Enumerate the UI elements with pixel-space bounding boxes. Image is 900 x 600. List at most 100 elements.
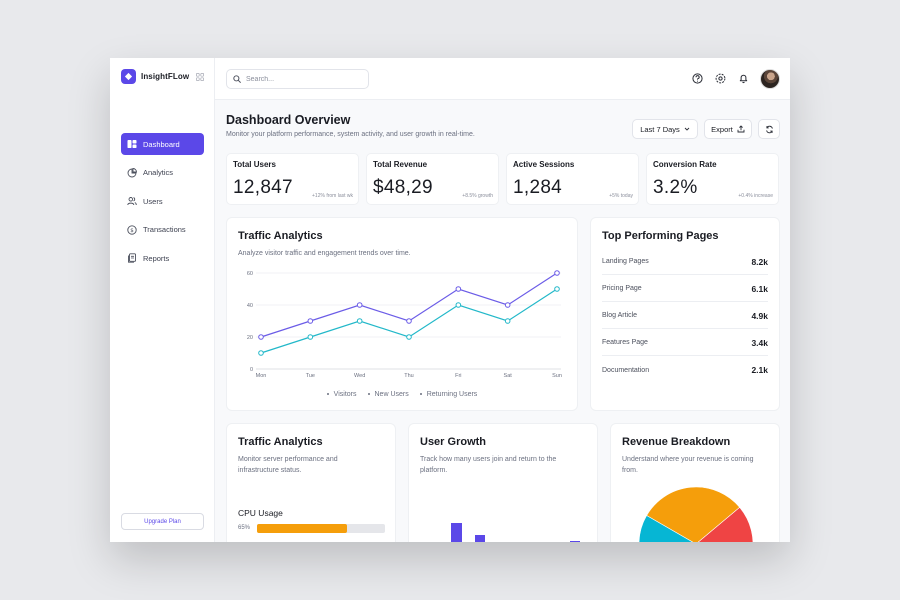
data-point — [554, 270, 560, 276]
sidebar-item-label: Transactions — [143, 225, 186, 234]
kpi-label: Active Sessions — [513, 160, 575, 169]
avatar[interactable] — [760, 69, 780, 89]
kpi-row: Total Users 12,847 +12% from last wk Tot… — [226, 153, 780, 205]
search-icon — [233, 75, 241, 83]
list-item[interactable]: Documentation 2.1k — [602, 357, 768, 383]
user-growth-bar-chart — [451, 523, 580, 542]
upgrade-plan-button[interactable]: Upgrade Plan — [121, 513, 204, 530]
page-title: Dashboard Overview — [226, 113, 351, 127]
server-status-panel: Traffic Analytics Monitor server perform… — [226, 423, 396, 542]
revenue-breakdown-panel: Revenue Breakdown Understand where your … — [610, 423, 780, 542]
document-icon — [128, 253, 136, 263]
data-point — [504, 302, 511, 308]
sidebar-item-reports[interactable]: Reports — [121, 247, 204, 269]
users-icon — [127, 197, 137, 206]
page-value: 8.2k — [751, 256, 768, 267]
app-window: InsightFLow Dashboard A — [110, 58, 790, 542]
page-value: 2.1k — [751, 365, 768, 375]
bar — [570, 541, 580, 542]
panel-title: Traffic Analytics — [238, 436, 323, 448]
search-input[interactable] — [246, 75, 356, 83]
bar — [475, 535, 485, 542]
brand[interactable]: InsightFLow — [121, 69, 189, 84]
x-tick-label: Sun — [552, 373, 562, 379]
user-growth-panel: User Growth Track how many users join an… — [408, 423, 598, 542]
x-tick-label: Thu — [404, 373, 413, 379]
x-tick-label: Sat — [504, 373, 513, 379]
sidebar-item-analytics[interactable]: Analytics — [121, 162, 204, 184]
settings-icon[interactable] — [715, 73, 726, 84]
sidebar-item-users[interactable]: Users — [121, 190, 204, 212]
export-label: Export — [711, 124, 733, 134]
kpi-change: +5% today — [609, 193, 633, 199]
sidebar-item-dashboard[interactable]: Dashboard — [121, 133, 204, 155]
logo-icon — [121, 69, 136, 84]
kpi-label: Total Users — [233, 160, 276, 169]
sidebar-item-label: Users — [143, 196, 163, 206]
sidebar-item-transactions[interactable]: $ Transactions — [121, 219, 204, 241]
bar — [451, 523, 462, 542]
legend-item: Returning Users — [419, 391, 477, 398]
chevron-down-icon — [684, 127, 690, 131]
y-tick-label: 20 — [247, 335, 253, 341]
kpi-change: +12% from last wk — [312, 193, 353, 199]
list-item[interactable]: Landing Pages 8.2k — [602, 249, 768, 275]
data-point — [356, 318, 363, 324]
data-point — [307, 334, 314, 340]
grid-icon[interactable] — [196, 73, 204, 81]
data-point — [554, 286, 560, 292]
cpu-usage-fill — [257, 524, 347, 533]
sidebar-item-label: Reports — [143, 253, 170, 263]
kpi-label: Total Revenue — [373, 160, 428, 169]
date-range-select[interactable]: Last 7 Days — [632, 119, 698, 139]
svg-text:$: $ — [130, 228, 134, 234]
cpu-usage-percent: 65% — [238, 525, 251, 531]
y-tick-label: 40 — [247, 303, 253, 309]
data-point — [258, 350, 264, 356]
panel-title: Top Performing Pages — [602, 230, 719, 242]
cpu-usage-bar — [257, 524, 385, 533]
page-name: Landing Pages — [602, 258, 649, 265]
traffic-analytics-panel: Traffic Analytics Analyze visitor traffi… — [226, 217, 578, 411]
help-icon[interactable] — [692, 73, 703, 84]
kpi-value: 1,284 — [513, 177, 563, 198]
kpi-change: +0.4% increase — [738, 193, 773, 199]
page-value: 3.4k — [751, 337, 768, 348]
panel-title: Revenue Breakdown — [622, 436, 731, 448]
kpi-value: 3.2% — [653, 177, 698, 198]
pie-slice — [697, 506, 754, 542]
export-button[interactable]: Export — [704, 119, 752, 139]
data-point — [455, 302, 462, 308]
upload-icon — [737, 125, 745, 133]
list-item[interactable]: Features Page 3.4k — [602, 330, 768, 356]
x-tick-label: Fri — [455, 373, 461, 379]
page-name: Features Page — [602, 339, 648, 346]
data-point — [504, 318, 511, 324]
sidebar: InsightFLow Dashboard A — [110, 58, 215, 542]
x-tick-label: Mon — [256, 373, 267, 379]
y-tick-label: 0 — [250, 367, 253, 373]
data-point — [455, 286, 462, 292]
data-point — [406, 334, 412, 340]
list-item[interactable]: Blog Article 4.9k — [602, 303, 768, 329]
data-point — [356, 302, 363, 308]
kpi-card-total-users: Total Users 12,847 +12% from last wk — [226, 153, 359, 205]
pie-slice — [638, 515, 694, 542]
refresh-button[interactable] — [758, 119, 780, 139]
search-box[interactable] — [226, 69, 369, 89]
sidebar-item-label: Dashboard — [143, 139, 180, 149]
kpi-card-total-revenue: Total Revenue $48,29 +8.5% growth — [366, 153, 499, 205]
sidebar-nav: Dashboard Analytics Users — [121, 133, 204, 276]
kpi-card-conversion-rate: Conversion Rate 3.2% +0.4% increase — [646, 153, 779, 205]
y-tick-label: 60 — [247, 271, 253, 277]
page-name: Documentation — [602, 366, 650, 374]
x-tick-label: Wed — [354, 373, 365, 379]
pie-slice — [646, 486, 741, 542]
data-point — [307, 318, 314, 324]
main-content: Dashboard Overview Monitor your platform… — [215, 100, 790, 542]
bell-icon[interactable] — [738, 73, 749, 84]
kpi-card-active-sessions: Active Sessions 1,284 +5% today — [506, 153, 639, 205]
cpu-usage-label: CPU Usage — [238, 508, 283, 518]
page-value: 6.1k — [751, 283, 768, 294]
list-item[interactable]: Pricing Page 6.1k — [602, 276, 768, 302]
